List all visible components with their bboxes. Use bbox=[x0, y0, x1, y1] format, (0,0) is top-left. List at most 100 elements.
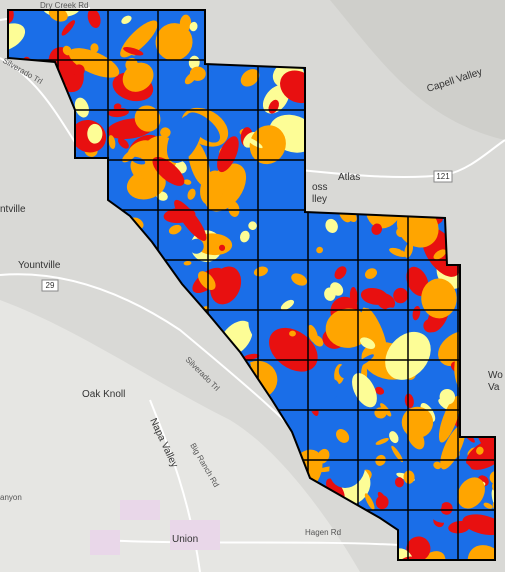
land-class-patch bbox=[87, 123, 103, 144]
land-class-patch bbox=[61, 20, 76, 36]
land-class-patch bbox=[394, 477, 404, 488]
land-class-patch bbox=[389, 431, 399, 444]
land-class-patch bbox=[183, 179, 192, 185]
place-label: Union bbox=[172, 534, 198, 545]
land-class-patch bbox=[217, 136, 239, 173]
place-label: Yountville bbox=[18, 260, 61, 271]
land-class-patch bbox=[189, 66, 206, 81]
land-class-patch bbox=[406, 266, 429, 297]
road-label: anyon bbox=[0, 493, 22, 502]
land-class-patch bbox=[289, 330, 296, 337]
land-class-patch bbox=[467, 545, 495, 560]
route-shield bbox=[433, 170, 453, 183]
land-class-patch bbox=[364, 268, 378, 279]
land-class-patch bbox=[421, 278, 457, 319]
land-class-patch bbox=[198, 271, 216, 291]
land-class-patch bbox=[90, 43, 99, 53]
land-class-patch bbox=[476, 446, 484, 455]
land-class-patch bbox=[400, 240, 406, 251]
land-class-patch bbox=[440, 502, 453, 515]
land-class-patch bbox=[432, 513, 450, 523]
land-class-patch bbox=[117, 137, 129, 149]
land-class-patch bbox=[428, 496, 442, 511]
region-outline bbox=[7, 9, 496, 561]
land-class-patch bbox=[152, 156, 185, 186]
land-class-patch bbox=[462, 514, 495, 536]
land-class-patch bbox=[140, 163, 158, 183]
land-class-patch bbox=[240, 69, 260, 87]
land-class-patch bbox=[425, 372, 447, 382]
land-class-patch bbox=[189, 21, 198, 32]
land-class-patch bbox=[359, 337, 376, 350]
land-class-patch bbox=[448, 520, 471, 534]
land-class-patch bbox=[389, 247, 407, 257]
land-class-patch bbox=[391, 445, 403, 463]
route-number: 29 bbox=[46, 281, 55, 290]
road bbox=[0, 57, 81, 151]
land-class-patch bbox=[371, 223, 383, 235]
land-class-patch bbox=[155, 23, 193, 61]
land-class-patch bbox=[423, 319, 437, 333]
valley-floor bbox=[0, 300, 360, 572]
land-class-patch bbox=[393, 287, 409, 304]
land-class-patch bbox=[343, 488, 354, 499]
land-class-patch bbox=[108, 135, 116, 150]
land-class-patch bbox=[338, 364, 351, 379]
land-class-patch bbox=[168, 224, 182, 235]
land-class-patch bbox=[291, 273, 308, 286]
land-class-patch bbox=[137, 30, 147, 39]
land-class-patch bbox=[489, 470, 495, 484]
land-class-patch bbox=[160, 127, 171, 138]
land-class-patch bbox=[188, 55, 200, 70]
land-class-patch bbox=[122, 62, 154, 92]
land-class-patch bbox=[375, 495, 389, 510]
place-label: Va bbox=[488, 382, 500, 393]
land-class-patch bbox=[121, 15, 132, 25]
land-class-patch bbox=[491, 489, 495, 508]
land-class-patch bbox=[324, 287, 336, 301]
land-class-patch bbox=[325, 218, 338, 233]
land-class-patch bbox=[123, 47, 144, 56]
land-class-patch bbox=[166, 113, 202, 163]
land-class-patch bbox=[483, 502, 493, 509]
land-class-patch bbox=[433, 249, 447, 260]
urban-block bbox=[90, 530, 120, 555]
land-class-patch bbox=[433, 461, 442, 470]
land-class-patch bbox=[376, 293, 396, 310]
land-class-patch bbox=[457, 477, 485, 509]
road bbox=[99, 539, 401, 546]
land-class-patch bbox=[243, 353, 260, 360]
land-class-patch bbox=[329, 448, 366, 489]
land-class-patch bbox=[438, 395, 461, 443]
hills bbox=[330, 0, 505, 140]
land-class-patch bbox=[383, 307, 409, 335]
land-class-patch bbox=[239, 230, 250, 243]
land-class-patch bbox=[280, 299, 295, 311]
land-class-patch bbox=[375, 386, 385, 395]
land-class-patch bbox=[73, 64, 85, 77]
road-label: Dry Creek Rd bbox=[40, 1, 88, 10]
land-class-patch bbox=[122, 148, 139, 163]
land-class-patch bbox=[74, 97, 89, 118]
route-shield bbox=[41, 279, 59, 292]
land-class-patch bbox=[403, 470, 415, 484]
urban-block bbox=[170, 520, 220, 550]
land-class-patch bbox=[466, 438, 495, 470]
land-class-patch bbox=[134, 105, 161, 132]
land-class-patch bbox=[260, 245, 270, 257]
place-label: lley bbox=[312, 194, 327, 205]
land-class-patch bbox=[336, 429, 350, 443]
land-class-patch bbox=[113, 103, 122, 110]
land-class-patch bbox=[8, 23, 26, 52]
land-class-patch bbox=[404, 393, 414, 409]
land-class-patch bbox=[183, 260, 192, 266]
land-class-patch bbox=[307, 324, 318, 343]
land-class-patch bbox=[334, 266, 347, 280]
land-class-patch bbox=[401, 406, 434, 438]
land-class-patch bbox=[62, 45, 72, 56]
land-class-patch bbox=[187, 188, 196, 200]
land-class-patch bbox=[188, 139, 211, 187]
road-label: Hagen Rd bbox=[305, 528, 341, 537]
place-label: Oak Knoll bbox=[82, 389, 125, 400]
